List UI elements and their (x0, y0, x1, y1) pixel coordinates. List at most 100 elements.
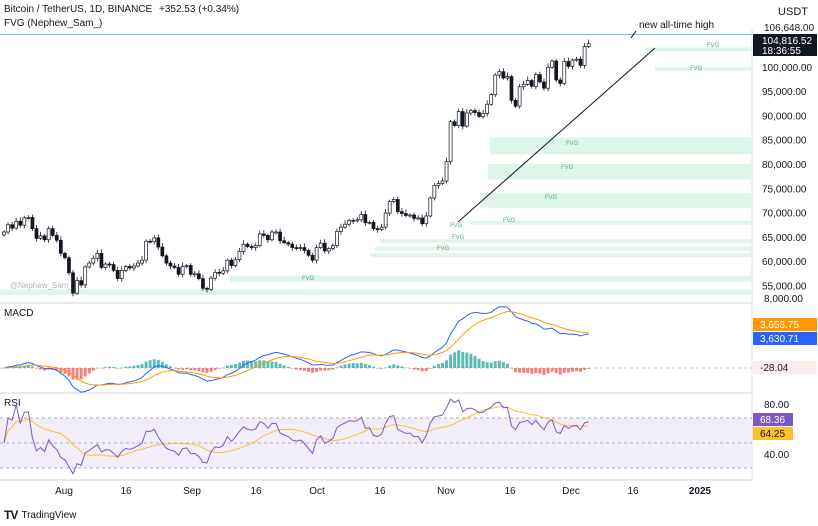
macd-histogram-bar (327, 368, 331, 371)
macd-histogram-bar (542, 368, 546, 375)
macd-histogram-bar (347, 363, 351, 368)
fvg-zone (380, 239, 752, 243)
candle-body (71, 272, 75, 294)
candle-body (209, 277, 213, 290)
tradingview-logo-icon: TV (4, 508, 18, 522)
tradingview-brand-text: TradingView (21, 509, 77, 521)
candle-body (546, 66, 550, 89)
candle-body (46, 228, 51, 241)
candle-body (237, 251, 242, 261)
macd-histogram-bar (453, 352, 457, 368)
candle-body (550, 60, 554, 68)
macd-histogram-bar (526, 368, 530, 373)
macd-histogram-bar (436, 364, 440, 368)
symbol-header[interactable]: Bitcoin / TetherUS, 1D, BINANCE +352.53 … (4, 4, 239, 15)
candle-body (501, 71, 506, 79)
macd-histogram-bar (246, 360, 250, 368)
macd-histogram-bar (339, 365, 343, 368)
candle-body (176, 267, 181, 275)
macd-histogram-bar (201, 368, 205, 373)
macd-histogram-bar (493, 361, 497, 368)
candle-body (420, 217, 425, 225)
macd-histogram-bar (282, 365, 286, 368)
fvg-indicator-label[interactable]: FVG (Nephew_Sam_) (4, 18, 103, 29)
macd-histogram-bar (367, 365, 371, 368)
tradingview-brand[interactable]: TV TradingView (4, 508, 76, 522)
macd-histogram-bar (522, 368, 526, 373)
macd-histogram-bar (160, 362, 164, 368)
candle-body (542, 81, 546, 89)
candle-body (562, 61, 567, 84)
rsi-axis-label: 40.00 (764, 450, 789, 461)
macd-histogram-bar (262, 360, 266, 368)
candle-body (241, 243, 246, 252)
candle-body (306, 250, 311, 256)
countdown-label: 18:36:55 (762, 46, 801, 57)
macd-histogram-bar (140, 364, 144, 368)
macd-histogram-bar (298, 368, 302, 371)
candle-body (416, 217, 420, 220)
candle-body (578, 58, 583, 66)
symbol-title: Bitcoin / TetherUS, 1D, BINANCE (4, 4, 153, 15)
candle-body (148, 240, 153, 243)
macd-histogram-bar (461, 351, 465, 368)
price-change: +352.53 (+0.34%) (158, 4, 240, 15)
candle-body (448, 121, 453, 162)
macd-histogram-bar (514, 368, 518, 373)
macd-histogram-bar (497, 360, 501, 368)
candle-body (302, 247, 307, 251)
macd-histogram-bar (99, 367, 103, 369)
x-tick-label: 2025 (689, 486, 712, 497)
candle-body (371, 221, 376, 229)
rsi-value-badge (753, 413, 793, 426)
candle-body (375, 228, 380, 230)
candle-body (529, 80, 534, 87)
macd-histogram-bar (156, 360, 160, 368)
candle-body (436, 183, 441, 186)
macd-histogram-bar (95, 368, 99, 369)
candle-body (351, 219, 356, 222)
candle-body (355, 219, 360, 222)
macd-histogram-bar (47, 368, 51, 370)
candle-body (395, 199, 400, 212)
currency-label[interactable]: USDT (778, 6, 808, 18)
candle-body (509, 76, 514, 101)
candle-body (335, 231, 339, 246)
fvg-zone (480, 193, 752, 208)
macd-histogram-bar (315, 368, 319, 372)
y-tick-label: 70,000.00 (762, 209, 807, 220)
macd-histogram-bar (562, 368, 566, 373)
macd-histogram-bar (173, 367, 177, 369)
macd-histogram-bar (237, 362, 241, 368)
candle-body (359, 214, 364, 221)
candle-body (574, 58, 579, 61)
macd-histogram-bar (225, 365, 229, 368)
y-tick-label: 60,000.00 (762, 257, 807, 268)
candle-body (298, 247, 303, 249)
macd-histogram-bar (278, 363, 282, 368)
candle-body (217, 271, 222, 274)
macd-histogram-bar (558, 368, 562, 375)
macd-histogram-bar (428, 368, 432, 369)
candle-body (473, 110, 477, 113)
y-tick-label: 55,000.00 (762, 281, 807, 292)
candle-body (83, 266, 88, 286)
macd-histogram-bar (501, 362, 505, 368)
watermark-label: @Nephew_Sam_ (10, 281, 73, 290)
macd-histogram-bar (258, 360, 262, 368)
fvg-label: FVG (452, 235, 465, 241)
trend-line (457, 47, 656, 223)
candle-body (75, 280, 79, 294)
candle-body (136, 262, 140, 267)
macd-histogram-bar (197, 368, 201, 372)
macd-histogram-bar (233, 363, 237, 368)
macd-histogram-bar (400, 366, 404, 368)
macd-histogram-bar (132, 365, 136, 368)
macd-histogram-bar (489, 362, 493, 368)
macd-histogram-bar (124, 366, 128, 368)
candle-body (314, 247, 319, 261)
fvg-label: FVG (561, 165, 574, 171)
macd-histogram-bar (566, 368, 570, 373)
macd-histogram-bar (587, 368, 591, 369)
macd-histogram-bar (420, 368, 424, 372)
